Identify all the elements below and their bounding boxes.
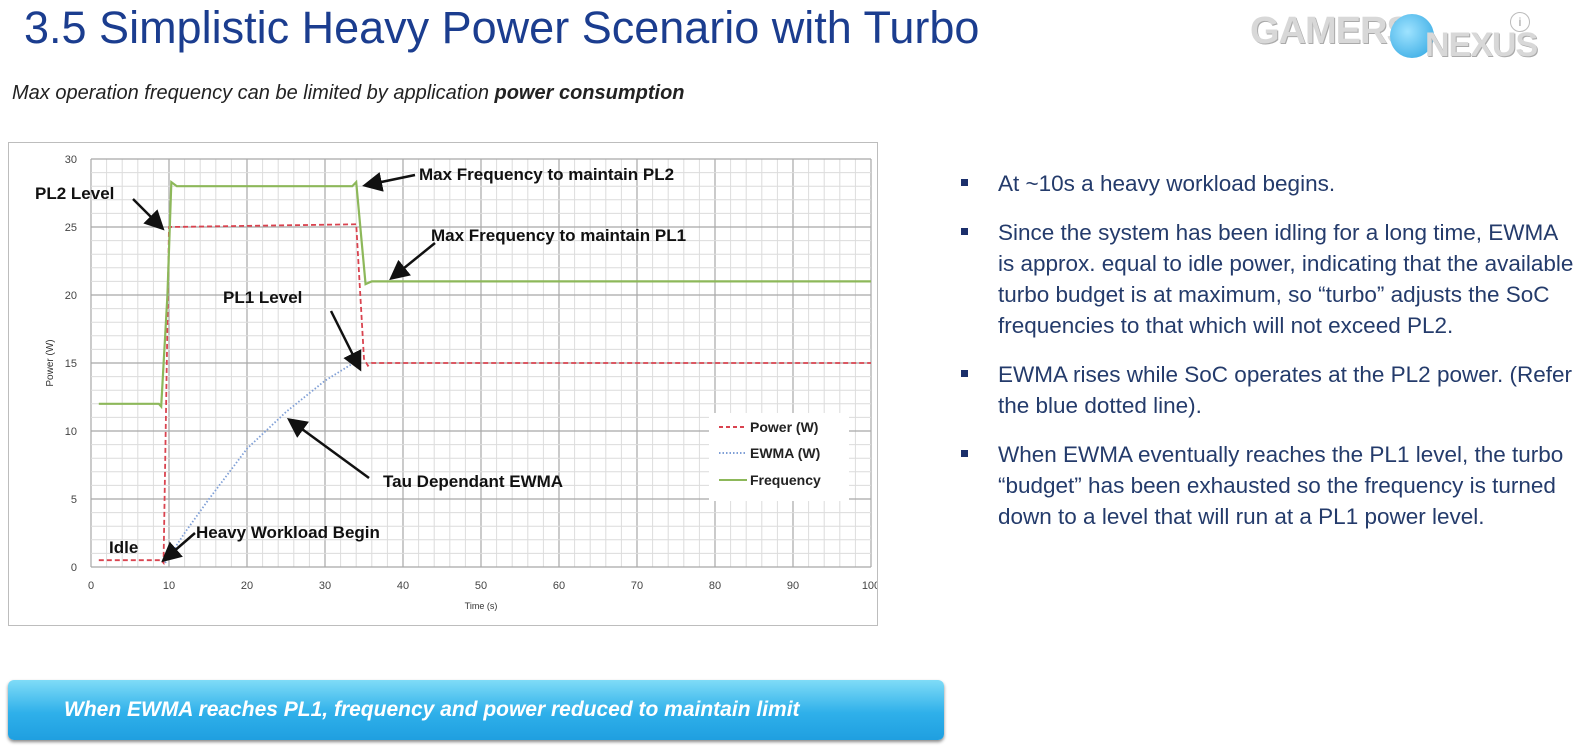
y-axis-label: Power (W) (45, 339, 56, 386)
x-tick-label: 60 (553, 580, 565, 592)
subtitle-text: Max operation frequency can be limited b… (12, 82, 495, 104)
bullet-list: At ~10s a heavy workload begins. Since t… (958, 168, 1578, 550)
series-line-ewma (164, 358, 361, 564)
annotation-arrow-heavy-workload (161, 532, 196, 563)
bullet-item: EWMA rises while SoC operates at the PL2… (958, 359, 1578, 421)
bullet-square-icon (961, 228, 968, 235)
y-tick-label: 20 (65, 290, 77, 302)
annotation-heavy-workload: Heavy Workload Begin (196, 523, 380, 542)
bullet-item: Since the system has been idling for a l… (958, 217, 1578, 341)
annotation-max-freq-pl2: Max Frequency to maintain PL2 (419, 165, 674, 184)
annotation-max-freq-pl1: Max Frequency to maintain PL1 (431, 226, 686, 245)
logo-word-nexus: NEXUS (1425, 26, 1538, 64)
logo-word-gamers: GAMERS (1250, 10, 1412, 52)
bullet-square-icon (961, 179, 968, 186)
bullet-text: When EWMA eventually reaches the PL1 lev… (998, 442, 1564, 529)
bullet-text: EWMA rises while SoC operates at the PL2… (998, 362, 1573, 418)
x-tick-label: 70 (631, 580, 643, 592)
chart-svg: 0102030405060708090100051015202530-40010… (35, 154, 877, 611)
y-tick-label: 5 (71, 494, 77, 506)
subtitle-emphasis: power consumption (494, 82, 685, 104)
y-tick-label: 25 (65, 222, 77, 234)
y-tick-label: 0 (71, 562, 77, 574)
x-axis-label: Time (s) (465, 601, 498, 611)
banner-text: When EWMA reaches PL1, frequency and pow… (64, 698, 800, 721)
annotation-pl1-level: PL1 Level (223, 288, 302, 307)
x-tick-label: 20 (241, 580, 253, 592)
x-tick-label: 50 (475, 580, 487, 592)
annotation-arrow-max-freq-pl2 (362, 172, 416, 192)
annotation-pl2-level: PL2 Level (35, 184, 114, 203)
bullet-text: At ~10s a heavy workload begins. (998, 171, 1336, 196)
annotation-tau-ewma: Tau Dependant EWMA (383, 472, 563, 491)
legend-label-frequency: Frequency (750, 472, 821, 488)
chart-legend: Power (W) EWMA (W) Frequency (709, 413, 849, 501)
bullet-square-icon (961, 370, 968, 377)
slide-title: 3.5 Simplistic Heavy Power Scenario with… (24, 2, 980, 53)
annotation-arrow-pl2-level (132, 198, 165, 231)
bullet-square-icon (961, 450, 968, 457)
annotation-arrow-max-freq-pl1 (389, 242, 436, 281)
chart-axes: 0102030405060708090100051015202530-40010… (45, 154, 877, 611)
legend-label-ewma: EWMA (W) (750, 445, 820, 461)
series-line-frequency (98, 179, 871, 410)
summary-banner: When EWMA reaches PL1, frequency and pow… (8, 680, 944, 740)
x-tick-label: 80 (709, 580, 721, 592)
bullet-text: Since the system has been idling for a l… (998, 220, 1574, 338)
info-icon[interactable]: i (1510, 12, 1530, 32)
y-tick-label: 10 (65, 426, 77, 438)
legend-label-power: Power (W) (750, 419, 818, 435)
power-frequency-chart: 0102030405060708090100051015202530-40010… (8, 142, 878, 626)
annotation-arrow-tau-ewma (286, 418, 370, 480)
chart-annotations: PL2 Level Max Frequency to maintain PL2 … (35, 165, 686, 563)
x-tick-label: 90 (787, 580, 799, 592)
annotation-arrow-pl1-level (329, 310, 362, 372)
y-tick-label: 15 (65, 358, 77, 370)
bullet-item: At ~10s a heavy workload begins. (958, 168, 1578, 199)
annotation-idle: Idle (109, 538, 138, 557)
x-tick-label: 30 (319, 580, 331, 592)
legend-background (709, 413, 849, 501)
y-tick-label: 30 (65, 154, 77, 166)
x-tick-label: 10 (163, 580, 175, 592)
x-tick-label: 0 (88, 580, 94, 592)
chart-series (98, 179, 871, 566)
x-tick-label: 40 (397, 580, 409, 592)
bullet-item: When EWMA eventually reaches the PL1 lev… (958, 439, 1578, 532)
slide-subtitle: Max operation frequency can be limited b… (12, 82, 685, 105)
gamers-nexus-logo: GAMERS NEXUS i (1250, 4, 1570, 64)
logo-emblem-icon (1390, 14, 1434, 58)
chart-grid (90, 158, 872, 568)
x-tick-label: 100 (862, 580, 877, 592)
